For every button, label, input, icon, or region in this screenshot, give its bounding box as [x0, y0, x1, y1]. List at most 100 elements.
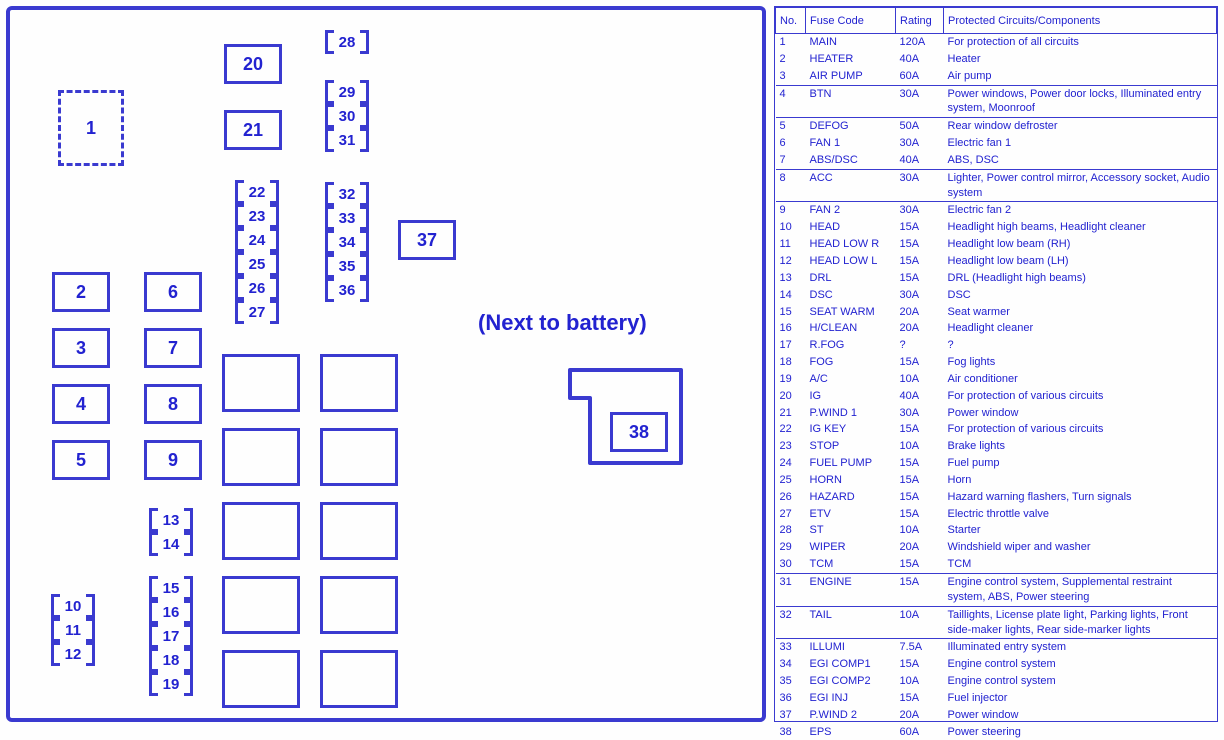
cell-no: 33	[776, 639, 806, 656]
fuse-31: 31	[326, 128, 368, 152]
cell-rating: 30A	[896, 287, 944, 304]
cell-rating: 120A	[896, 34, 944, 51]
cell-no: 29	[776, 539, 806, 556]
cell-desc: Air pump	[944, 68, 1217, 85]
table-row: 15SEAT WARM20ASeat warmer	[776, 304, 1217, 321]
cell-desc: DSC	[944, 287, 1217, 304]
cell-no: 36	[776, 690, 806, 707]
fuse-34: 34	[326, 230, 368, 254]
cell-rating: 40A	[896, 388, 944, 405]
cell-no: 17	[776, 337, 806, 354]
table-row: 4BTN30APower windows, Power door locks, …	[776, 85, 1217, 118]
table-row: 38EPS60APower steering	[776, 724, 1217, 740]
fuse-9: 9	[144, 440, 202, 480]
cell-no: 6	[776, 135, 806, 152]
cell-code: AIR PUMP	[806, 68, 896, 85]
cell-rating: 10A	[896, 438, 944, 455]
fuse-8: 8	[144, 384, 202, 424]
cell-code: DRL	[806, 270, 896, 287]
cell-no: 15	[776, 304, 806, 321]
cell-no: 26	[776, 489, 806, 506]
cell-desc: Headlight low beam (LH)	[944, 253, 1217, 270]
col-no: No.	[776, 8, 806, 34]
fuse-15: 15	[150, 576, 192, 600]
fuse-27: 27	[236, 300, 278, 324]
cell-code: ABS/DSC	[806, 152, 896, 169]
cell-desc: Horn	[944, 472, 1217, 489]
cell-code: FUEL PUMP	[806, 455, 896, 472]
cell-code: SEAT WARM	[806, 304, 896, 321]
cell-code: EGI INJ	[806, 690, 896, 707]
table-row: 9FAN 230AElectric fan 2	[776, 202, 1217, 219]
cell-no: 30	[776, 556, 806, 573]
cell-no: 21	[776, 405, 806, 422]
cell-desc: Fog lights	[944, 354, 1217, 371]
cell-rating: 20A	[896, 304, 944, 321]
cell-no: 5	[776, 118, 806, 135]
cell-desc: Seat warmer	[944, 304, 1217, 321]
cell-no: 19	[776, 371, 806, 388]
cell-desc: For protection of various circuits	[944, 421, 1217, 438]
cell-desc: Power window	[944, 405, 1217, 422]
cell-rating: ?	[896, 337, 944, 354]
cell-rating: 60A	[896, 68, 944, 85]
cell-no: 28	[776, 522, 806, 539]
cell-code: HORN	[806, 472, 896, 489]
cell-rating: 7.5A	[896, 639, 944, 656]
cell-rating: 30A	[896, 169, 944, 202]
cell-code: FOG	[806, 354, 896, 371]
fuse-b4	[222, 576, 300, 634]
cell-rating: 15A	[896, 354, 944, 371]
cell-code: ENGINE	[806, 574, 896, 607]
cell-no: 13	[776, 270, 806, 287]
table-row: 35EGI COMP210AEngine control system	[776, 673, 1217, 690]
table-row: 3AIR PUMP60AAir pump	[776, 68, 1217, 85]
next-to-battery-label: (Next to battery)	[478, 310, 647, 336]
cell-no: 4	[776, 85, 806, 118]
cell-code: EGI COMP1	[806, 656, 896, 673]
table-row: 13DRL15ADRL (Headlight high beams)	[776, 270, 1217, 287]
cell-desc: Hazard warning flashers, Turn signals	[944, 489, 1217, 506]
cell-desc: Heater	[944, 51, 1217, 68]
cell-desc: Engine control system	[944, 673, 1217, 690]
cell-rating: 15A	[896, 472, 944, 489]
col-rating: Rating	[896, 8, 944, 34]
cell-code: FAN 1	[806, 135, 896, 152]
table-row: 16H/CLEAN20AHeadlight cleaner	[776, 320, 1217, 337]
cell-no: 25	[776, 472, 806, 489]
fuse-32: 32	[326, 182, 368, 206]
cell-no: 9	[776, 202, 806, 219]
fuse-35: 35	[326, 254, 368, 278]
cell-code: HEATER	[806, 51, 896, 68]
cell-no: 14	[776, 287, 806, 304]
cell-code: P.WIND 2	[806, 707, 896, 724]
cell-code: H/CLEAN	[806, 320, 896, 337]
cell-no: 10	[776, 219, 806, 236]
col-code: Fuse Code	[806, 8, 896, 34]
table-row: 28ST10AStarter	[776, 522, 1217, 539]
table-row: 22IG KEY15AFor protection of various cir…	[776, 421, 1217, 438]
fuse-b1	[222, 354, 300, 412]
cell-rating: 20A	[896, 539, 944, 556]
cell-desc: Engine control system	[944, 656, 1217, 673]
table-row: 18FOG15AFog lights	[776, 354, 1217, 371]
cell-desc: ?	[944, 337, 1217, 354]
table-row: 25HORN15AHorn	[776, 472, 1217, 489]
cell-rating: 15A	[896, 556, 944, 573]
table-row: 33ILLUMI7.5AIlluminated entry system	[776, 639, 1217, 656]
fuse-table-container: No. Fuse Code Rating Protected Circuits/…	[774, 6, 1218, 722]
battery-module-outline	[570, 370, 684, 466]
cell-code: EPS	[806, 724, 896, 740]
fuse-16: 16	[150, 600, 192, 624]
cell-desc: Fuel pump	[944, 455, 1217, 472]
cell-code: ST	[806, 522, 896, 539]
fuse-b5	[222, 650, 300, 708]
fuse-22: 22	[236, 180, 278, 204]
cell-rating: 15A	[896, 270, 944, 287]
fuse-b7	[320, 428, 398, 486]
fuse-b2	[222, 428, 300, 486]
cell-no: 2	[776, 51, 806, 68]
cell-desc: Windshield wiper and washer	[944, 539, 1217, 556]
cell-desc: Power window	[944, 707, 1217, 724]
fuse-24: 24	[236, 228, 278, 252]
